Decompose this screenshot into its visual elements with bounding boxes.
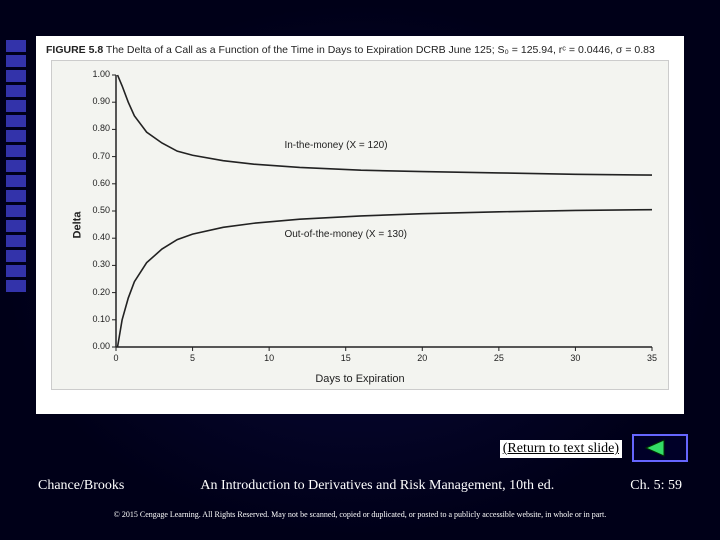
figure-caption: The Delta of a Call as a Function of the… — [106, 44, 655, 56]
series-in-the-money — [118, 75, 652, 175]
figure-number: FIGURE 5.8 — [46, 44, 103, 56]
series-label-out-of-the-money: Out-of-the-money (X = 130) — [284, 229, 407, 240]
decoration-square — [6, 190, 26, 202]
y-tick-label: 1.00 — [80, 69, 110, 79]
x-tick-label: 20 — [412, 353, 432, 363]
chart-svg — [52, 61, 670, 391]
x-tick-label: 10 — [259, 353, 279, 363]
decoration-square — [6, 100, 26, 112]
decoration-square — [6, 160, 26, 172]
back-arrow-icon — [644, 438, 676, 458]
figure-panel: FIGURE 5.8 The Delta of a Call as a Func… — [36, 36, 684, 414]
decoration-square — [6, 55, 26, 67]
series-label-in-the-money: In-the-money (X = 120) — [284, 140, 387, 151]
footer-attribution: Chance/Brooks An Introduction to Derivat… — [0, 478, 720, 494]
chart-plot-area: Delta Days to Expiration 0.000.100.200.3… — [51, 60, 669, 390]
y-tick-label: 0.90 — [80, 96, 110, 106]
decoration-square — [6, 85, 26, 97]
footer-book-title: An Introduction to Derivatives and Risk … — [200, 478, 554, 494]
back-arrow-button[interactable] — [632, 434, 688, 462]
x-tick-label: 25 — [489, 353, 509, 363]
y-tick-label: 0.30 — [80, 259, 110, 269]
footer-authors: Chance/Brooks — [38, 478, 124, 494]
y-tick-label: 0.20 — [80, 287, 110, 297]
decoration-square — [6, 145, 26, 157]
y-tick-label: 0.10 — [80, 314, 110, 324]
x-tick-label: 0 — [106, 353, 126, 363]
y-tick-label: 0.60 — [80, 178, 110, 188]
decoration-square — [6, 235, 26, 247]
footer-copyright: © 2015 Cengage Learning. All Rights Rese… — [0, 510, 720, 519]
footer-page-ref: Ch. 5: 59 — [630, 478, 682, 494]
decoration-square — [6, 265, 26, 277]
left-decoration-column — [6, 40, 26, 292]
decoration-square — [6, 130, 26, 142]
decoration-square — [6, 70, 26, 82]
y-tick-label: 0.70 — [80, 151, 110, 161]
decoration-square — [6, 175, 26, 187]
x-tick-label: 5 — [183, 353, 203, 363]
decoration-square — [6, 280, 26, 292]
y-tick-label: 0.40 — [80, 232, 110, 242]
y-tick-label: 0.80 — [80, 123, 110, 133]
y-tick-label: 0.50 — [80, 205, 110, 215]
y-tick-label: 0.00 — [80, 341, 110, 351]
decoration-square — [6, 40, 26, 52]
return-to-text-link[interactable]: (Return to text slide) — [500, 440, 622, 458]
x-tick-label: 15 — [336, 353, 356, 363]
x-tick-label: 35 — [642, 353, 662, 363]
decoration-square — [6, 205, 26, 217]
decoration-square — [6, 220, 26, 232]
decoration-square — [6, 115, 26, 127]
decoration-square — [6, 250, 26, 262]
figure-title: FIGURE 5.8 The Delta of a Call as a Func… — [46, 44, 674, 56]
x-tick-label: 30 — [565, 353, 585, 363]
